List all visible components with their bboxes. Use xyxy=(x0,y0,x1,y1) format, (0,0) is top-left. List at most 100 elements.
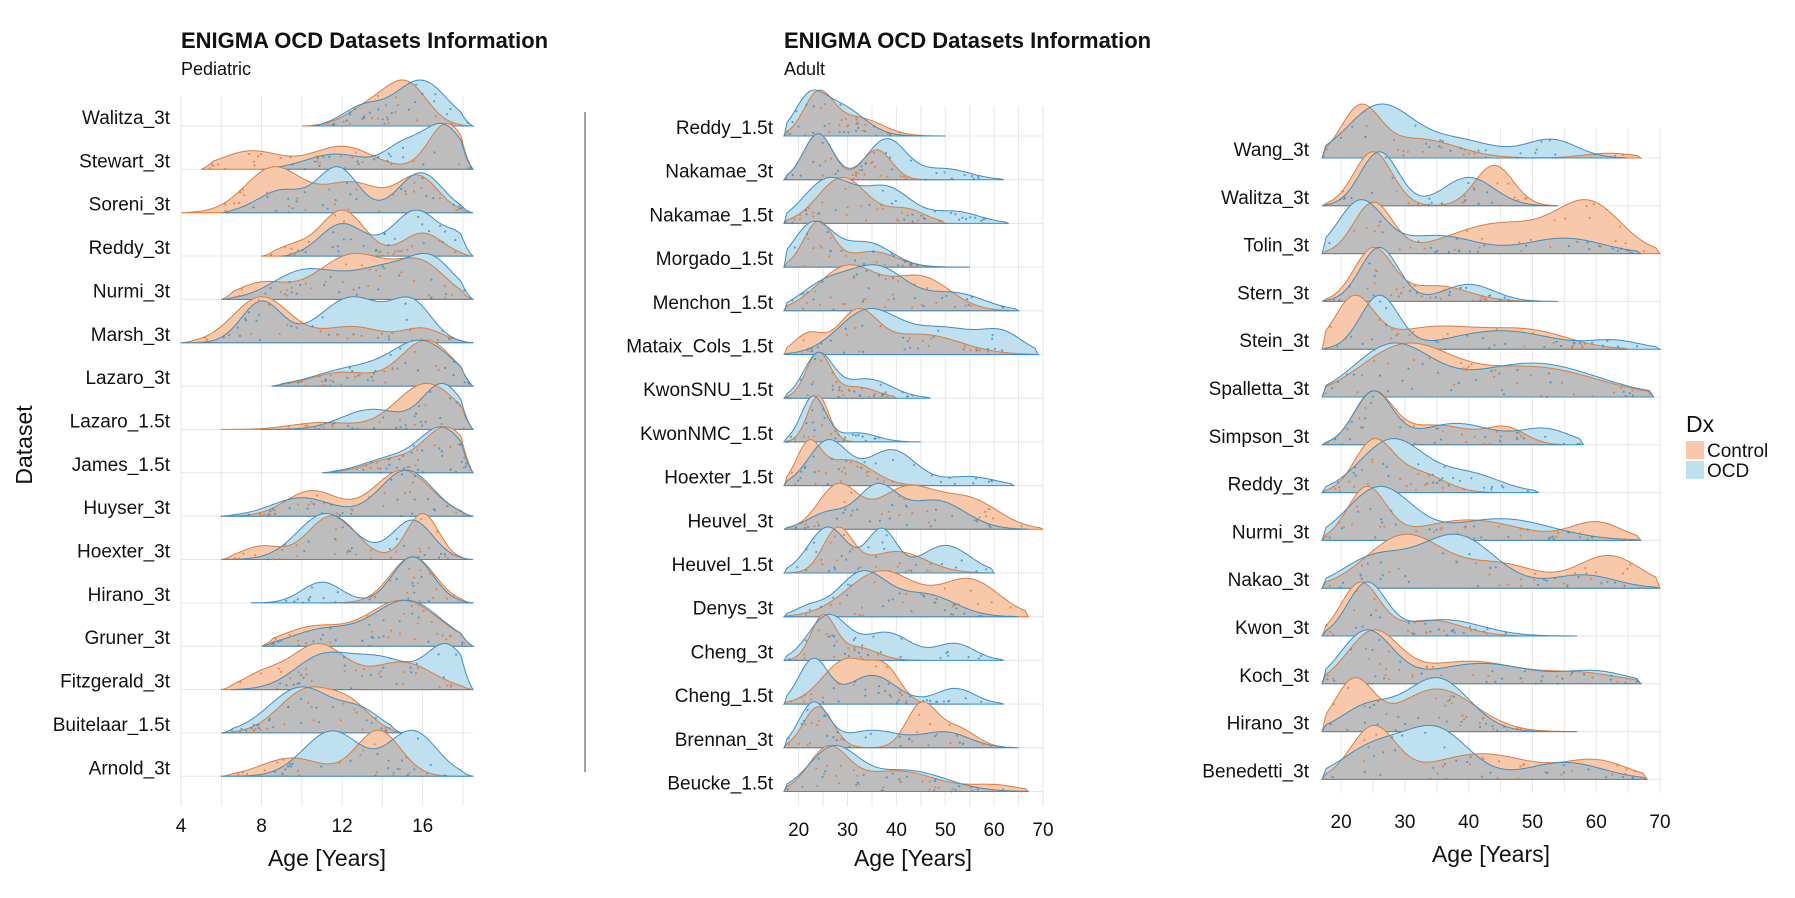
data-point xyxy=(347,424,350,427)
data-point xyxy=(929,562,932,565)
data-point xyxy=(1442,765,1445,768)
data-point xyxy=(950,790,953,793)
data-point xyxy=(451,553,454,556)
data-point xyxy=(1469,755,1472,759)
data-point xyxy=(829,339,832,342)
data-point xyxy=(430,296,433,299)
data-point xyxy=(1452,628,1455,632)
data-point xyxy=(829,541,832,544)
data-point xyxy=(1415,530,1418,533)
data-point xyxy=(1498,372,1501,375)
data-point xyxy=(1373,230,1376,233)
data-point xyxy=(345,263,348,266)
data-point xyxy=(238,731,242,734)
data-point xyxy=(818,164,821,167)
data-point xyxy=(333,214,336,217)
data-point xyxy=(814,358,817,361)
dataset-label: Hoexter_1.5t xyxy=(664,468,774,489)
data-point xyxy=(1631,389,1634,392)
legend-swatch-ocd xyxy=(1686,461,1704,479)
data-point xyxy=(1406,150,1409,153)
data-point xyxy=(895,701,899,704)
data-point xyxy=(341,526,344,529)
overlap-density xyxy=(784,395,897,442)
ridge-row: Reddy_1.5t xyxy=(676,89,1043,139)
dataset-label: KwonSNU_1.5t xyxy=(643,380,774,401)
data-point xyxy=(879,174,882,177)
data-point xyxy=(1332,703,1335,706)
data-point xyxy=(933,210,937,213)
data-point xyxy=(438,556,441,559)
overlap-density xyxy=(784,570,1019,617)
data-point xyxy=(1520,585,1523,588)
data-point xyxy=(349,550,352,553)
data-point xyxy=(321,380,324,383)
data-point xyxy=(868,204,871,207)
ridgeline-panel-2: Reddy_1.5tNakamae_3tNakamae_1.5tMorgado_… xyxy=(626,89,1054,871)
data-point xyxy=(786,480,789,483)
data-point xyxy=(1405,485,1408,488)
data-point xyxy=(1576,240,1579,243)
data-point xyxy=(341,280,344,283)
data-point xyxy=(853,178,856,181)
data-point xyxy=(1363,739,1366,742)
data-point xyxy=(908,266,912,269)
data-point xyxy=(463,289,466,292)
data-point xyxy=(441,240,444,244)
data-point xyxy=(298,774,301,777)
data-point xyxy=(837,683,840,686)
data-point xyxy=(823,124,826,127)
ocd-outline xyxy=(783,745,1029,792)
data-point xyxy=(958,741,961,744)
data-point xyxy=(1457,381,1460,384)
data-point xyxy=(875,261,878,264)
data-point xyxy=(800,722,803,726)
data-point xyxy=(405,756,408,759)
data-point xyxy=(1480,536,1483,539)
data-point xyxy=(1434,251,1437,254)
data-point xyxy=(1425,482,1428,485)
data-point xyxy=(958,785,961,788)
data-point xyxy=(312,502,315,506)
data-point xyxy=(904,570,908,573)
data-point xyxy=(852,769,855,772)
ocd-outline xyxy=(1320,581,1578,637)
ridge-row: Spalletta_3t xyxy=(1209,342,1660,400)
data-point xyxy=(1402,419,1405,422)
data-point xyxy=(1371,648,1374,652)
data-point xyxy=(1552,342,1555,345)
data-point xyxy=(1328,585,1331,588)
data-point xyxy=(1455,560,1458,563)
data-point xyxy=(1367,746,1370,749)
data-point xyxy=(1440,202,1443,205)
data-point xyxy=(816,723,819,727)
data-point xyxy=(415,412,418,415)
data-point xyxy=(864,694,867,697)
data-point xyxy=(286,288,289,291)
data-point xyxy=(224,203,227,206)
data-point xyxy=(336,591,339,594)
dataset-label: Huyser_3t xyxy=(83,498,170,519)
data-point xyxy=(1436,772,1439,775)
data-point xyxy=(454,239,457,242)
data-point xyxy=(908,337,911,340)
data-point xyxy=(827,569,830,573)
data-point xyxy=(818,719,821,723)
data-point xyxy=(1519,152,1522,155)
data-point xyxy=(1352,471,1355,475)
data-point xyxy=(390,163,393,166)
data-point xyxy=(1440,674,1443,677)
ocd-outline xyxy=(1321,390,1585,446)
data-point xyxy=(1425,142,1428,145)
data-point xyxy=(287,705,290,709)
data-point xyxy=(1582,682,1585,685)
data-point xyxy=(1328,536,1331,539)
data-point xyxy=(430,278,433,281)
data-point xyxy=(1487,675,1490,678)
data-point xyxy=(356,160,359,163)
data-point xyxy=(1481,237,1484,240)
data-point xyxy=(329,275,332,278)
data-point xyxy=(1360,564,1363,567)
data-point xyxy=(1556,682,1559,685)
data-point xyxy=(390,111,393,115)
